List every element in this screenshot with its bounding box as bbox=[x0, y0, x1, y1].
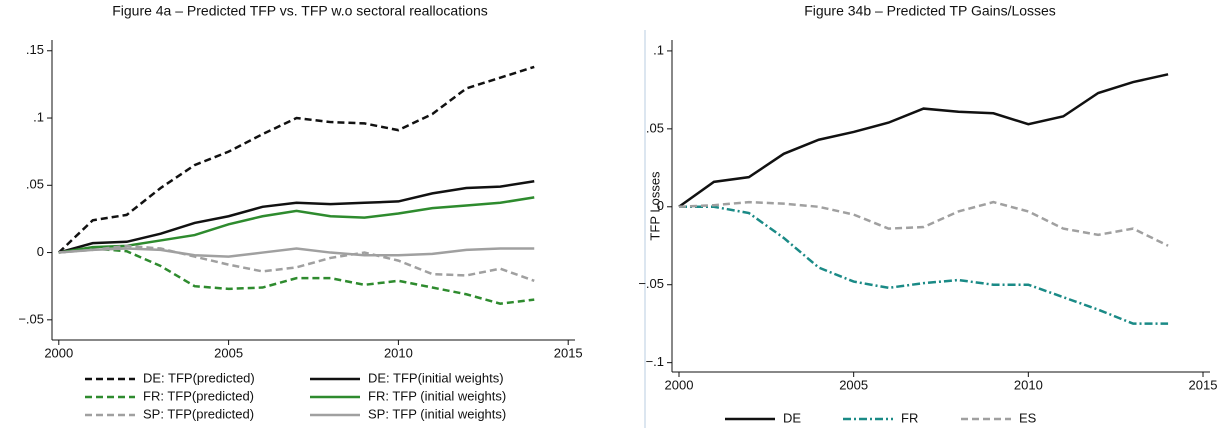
y-tick-label: .15 bbox=[26, 42, 44, 57]
x-tick-label: 2015 bbox=[554, 345, 583, 360]
chart-title: Figure 34b – Predicted TP Gains/Losses bbox=[804, 3, 1056, 19]
legend-label: FR: TFP(predicted) bbox=[143, 388, 254, 403]
x-tick-label: 2005 bbox=[214, 345, 243, 360]
legend-label: SP: TFP (initial weights) bbox=[368, 406, 506, 421]
legend-label: ES bbox=[1019, 410, 1037, 425]
y-tick-label: 0 bbox=[657, 198, 664, 213]
series-line bbox=[58, 180, 535, 254]
y-tick-label: .05 bbox=[646, 120, 664, 135]
series-line bbox=[58, 244, 535, 282]
series-line bbox=[678, 205, 1169, 325]
legend-label: DE: TFP(predicted) bbox=[143, 370, 255, 385]
legend-label: FR bbox=[901, 410, 918, 425]
series-line bbox=[58, 247, 535, 305]
x-tick-label: 2000 bbox=[665, 377, 694, 392]
y-tick-label: .05 bbox=[26, 177, 44, 192]
x-tick-label: 2005 bbox=[839, 377, 868, 392]
series-line bbox=[678, 73, 1169, 208]
series-line bbox=[58, 247, 535, 258]
legend-label: SP: TFP(predicted) bbox=[143, 406, 254, 421]
y-tick-label: 0 bbox=[37, 244, 44, 259]
y-tick-label: .1 bbox=[33, 109, 44, 124]
legend-label: DE: TFP(initial weights) bbox=[368, 370, 504, 385]
y-tick-label: −.1 bbox=[646, 354, 664, 369]
legend-label: DE bbox=[783, 410, 801, 425]
x-tick-label: 2010 bbox=[384, 345, 413, 360]
legend-label: FR: TFP (initial weights) bbox=[368, 388, 506, 403]
series-line bbox=[678, 200, 1169, 247]
y-axis-label: TFP Losses bbox=[647, 171, 662, 241]
x-tick-label: 2000 bbox=[44, 345, 73, 360]
x-tick-label: 2010 bbox=[1014, 377, 1043, 392]
series-line bbox=[57, 65, 535, 254]
y-tick-label: .1 bbox=[653, 42, 664, 57]
y-tick-label: −.05 bbox=[18, 311, 44, 326]
chart-title: Figure 4a – Predicted TFP vs. TFP w.o se… bbox=[112, 3, 488, 19]
y-tick-label: −.05 bbox=[638, 276, 664, 291]
series-line bbox=[58, 196, 535, 254]
x-tick-label: 2015 bbox=[1189, 377, 1218, 392]
